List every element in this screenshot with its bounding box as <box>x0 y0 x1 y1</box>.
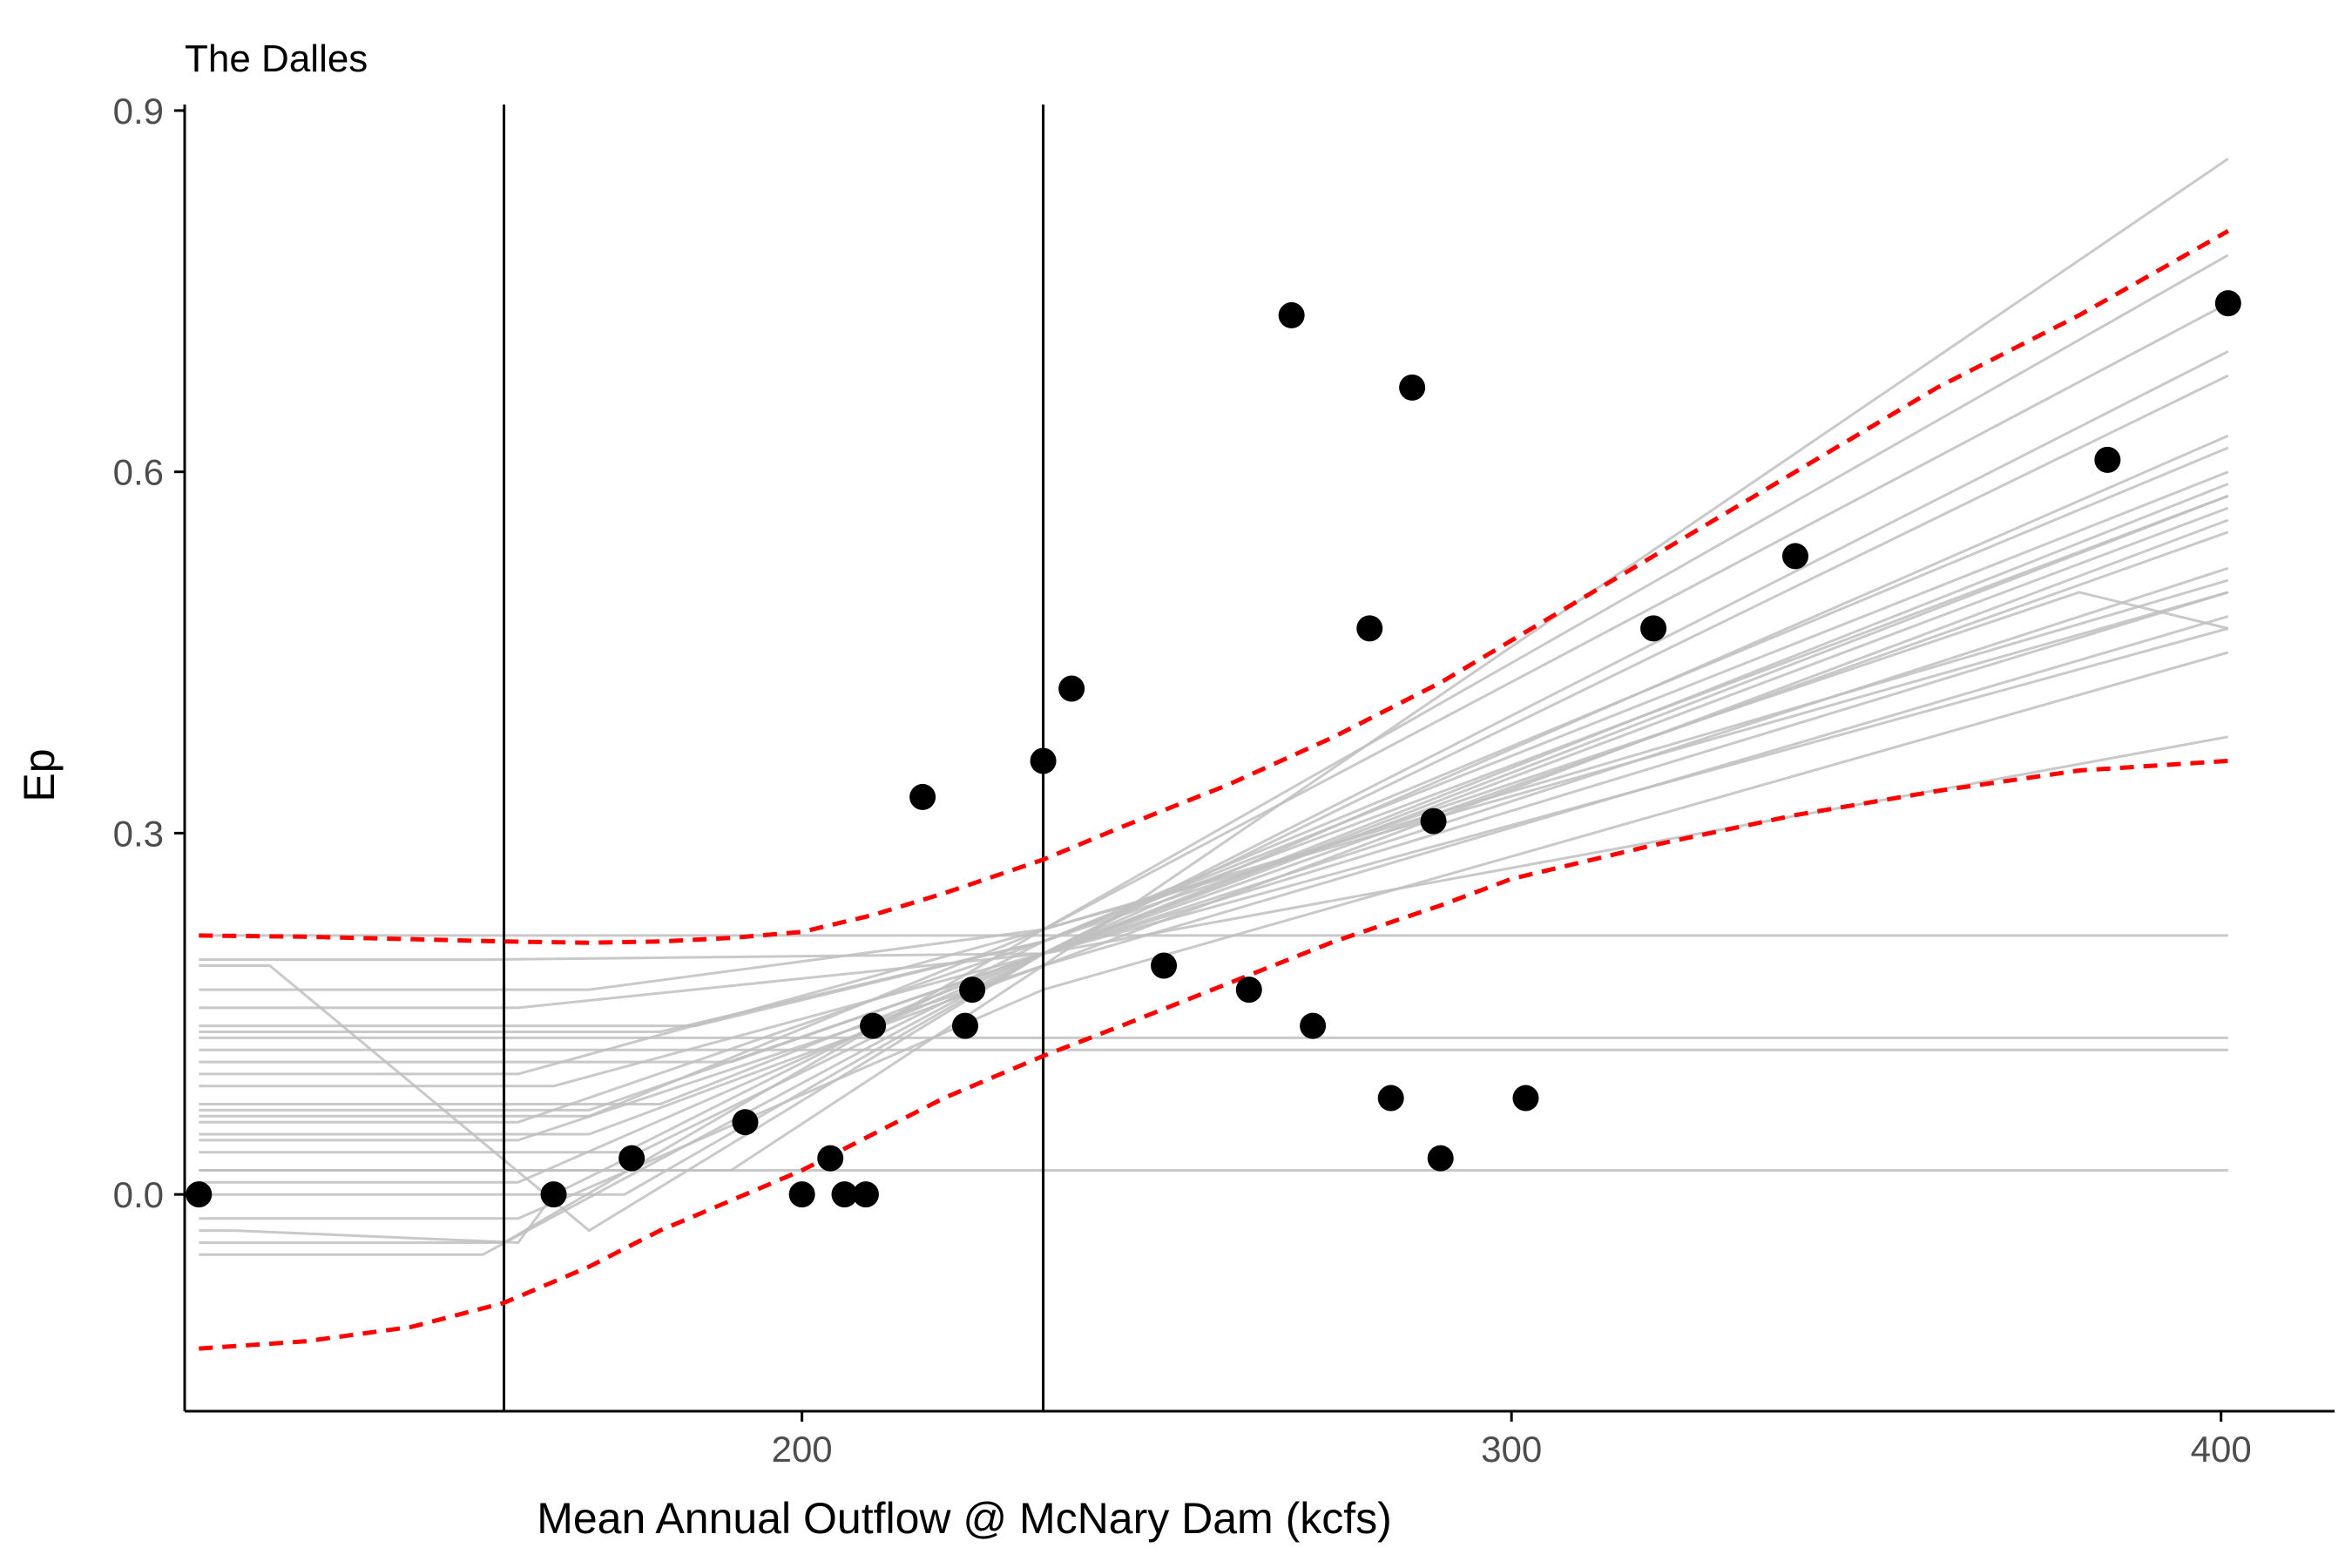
data-point <box>831 1181 858 1208</box>
data-point <box>1377 1085 1404 1112</box>
data-point <box>1640 615 1667 642</box>
x-tick-label: 300 <box>1481 1429 1542 1470</box>
y-tick-label: 0.9 <box>113 91 164 132</box>
data-point <box>852 1181 879 1208</box>
data-point <box>732 1109 759 1136</box>
x-tick-label: 200 <box>772 1429 833 1470</box>
bootstrap-line-15 <box>199 506 2229 1184</box>
data-point <box>1399 374 1426 401</box>
bootstrap-line-11 <box>199 494 2229 1112</box>
data-point <box>817 1145 844 1172</box>
bootstrap-line-5 <box>199 735 2229 962</box>
bootstrap-line-26 <box>199 578 2229 1118</box>
data-point <box>860 1012 887 1039</box>
data-point <box>1512 1085 1539 1112</box>
data-point <box>1356 615 1383 642</box>
bootstrap-line-18 <box>199 350 2229 1256</box>
bootstrap-line-19 <box>199 434 2229 1245</box>
data-point <box>618 1145 645 1172</box>
bootstrap-line-25 <box>199 615 2229 1172</box>
x-tick-label: 400 <box>2191 1429 2252 1470</box>
data-point <box>909 783 936 810</box>
x-axis-title: Mean Annual Outflow @ McNary Dam (kcfs) <box>537 1494 1392 1543</box>
data-point <box>2214 290 2241 317</box>
data-point <box>1781 543 1808 570</box>
data-point <box>2094 446 2121 473</box>
data-point <box>788 1181 815 1208</box>
y-tick-label: 0.3 <box>113 813 164 854</box>
data-point <box>186 1181 213 1208</box>
data-point <box>1427 1145 1454 1172</box>
bootstrap-line-21 <box>199 374 2229 1196</box>
data-point <box>1151 952 1178 979</box>
bootstrap-line-23 <box>199 253 2229 1076</box>
y-tick-label: 0.0 <box>113 1174 164 1215</box>
data-point <box>540 1181 567 1208</box>
bootstrap-line-12 <box>199 470 2229 1124</box>
lower-band-line <box>199 759 2228 1351</box>
y-axis-title: Ep <box>15 748 64 801</box>
data-point <box>1058 675 1085 702</box>
plot-title: The Dalles <box>185 37 368 80</box>
bootstrap-line-24 <box>199 157 2229 1142</box>
data-point <box>1030 747 1057 774</box>
data-point <box>951 1012 978 1039</box>
data-point <box>1420 808 1447 835</box>
data-point <box>959 977 986 1004</box>
plot-area: 0.0 0.3 0.6 0.9 200 300 400 <box>113 91 2335 1470</box>
bootstrap-line-10 <box>199 566 2229 1088</box>
y-tick-label: 0.6 <box>113 452 164 493</box>
data-point <box>1300 1012 1327 1039</box>
data-point <box>1278 301 1305 328</box>
data-point <box>1235 977 1262 1004</box>
